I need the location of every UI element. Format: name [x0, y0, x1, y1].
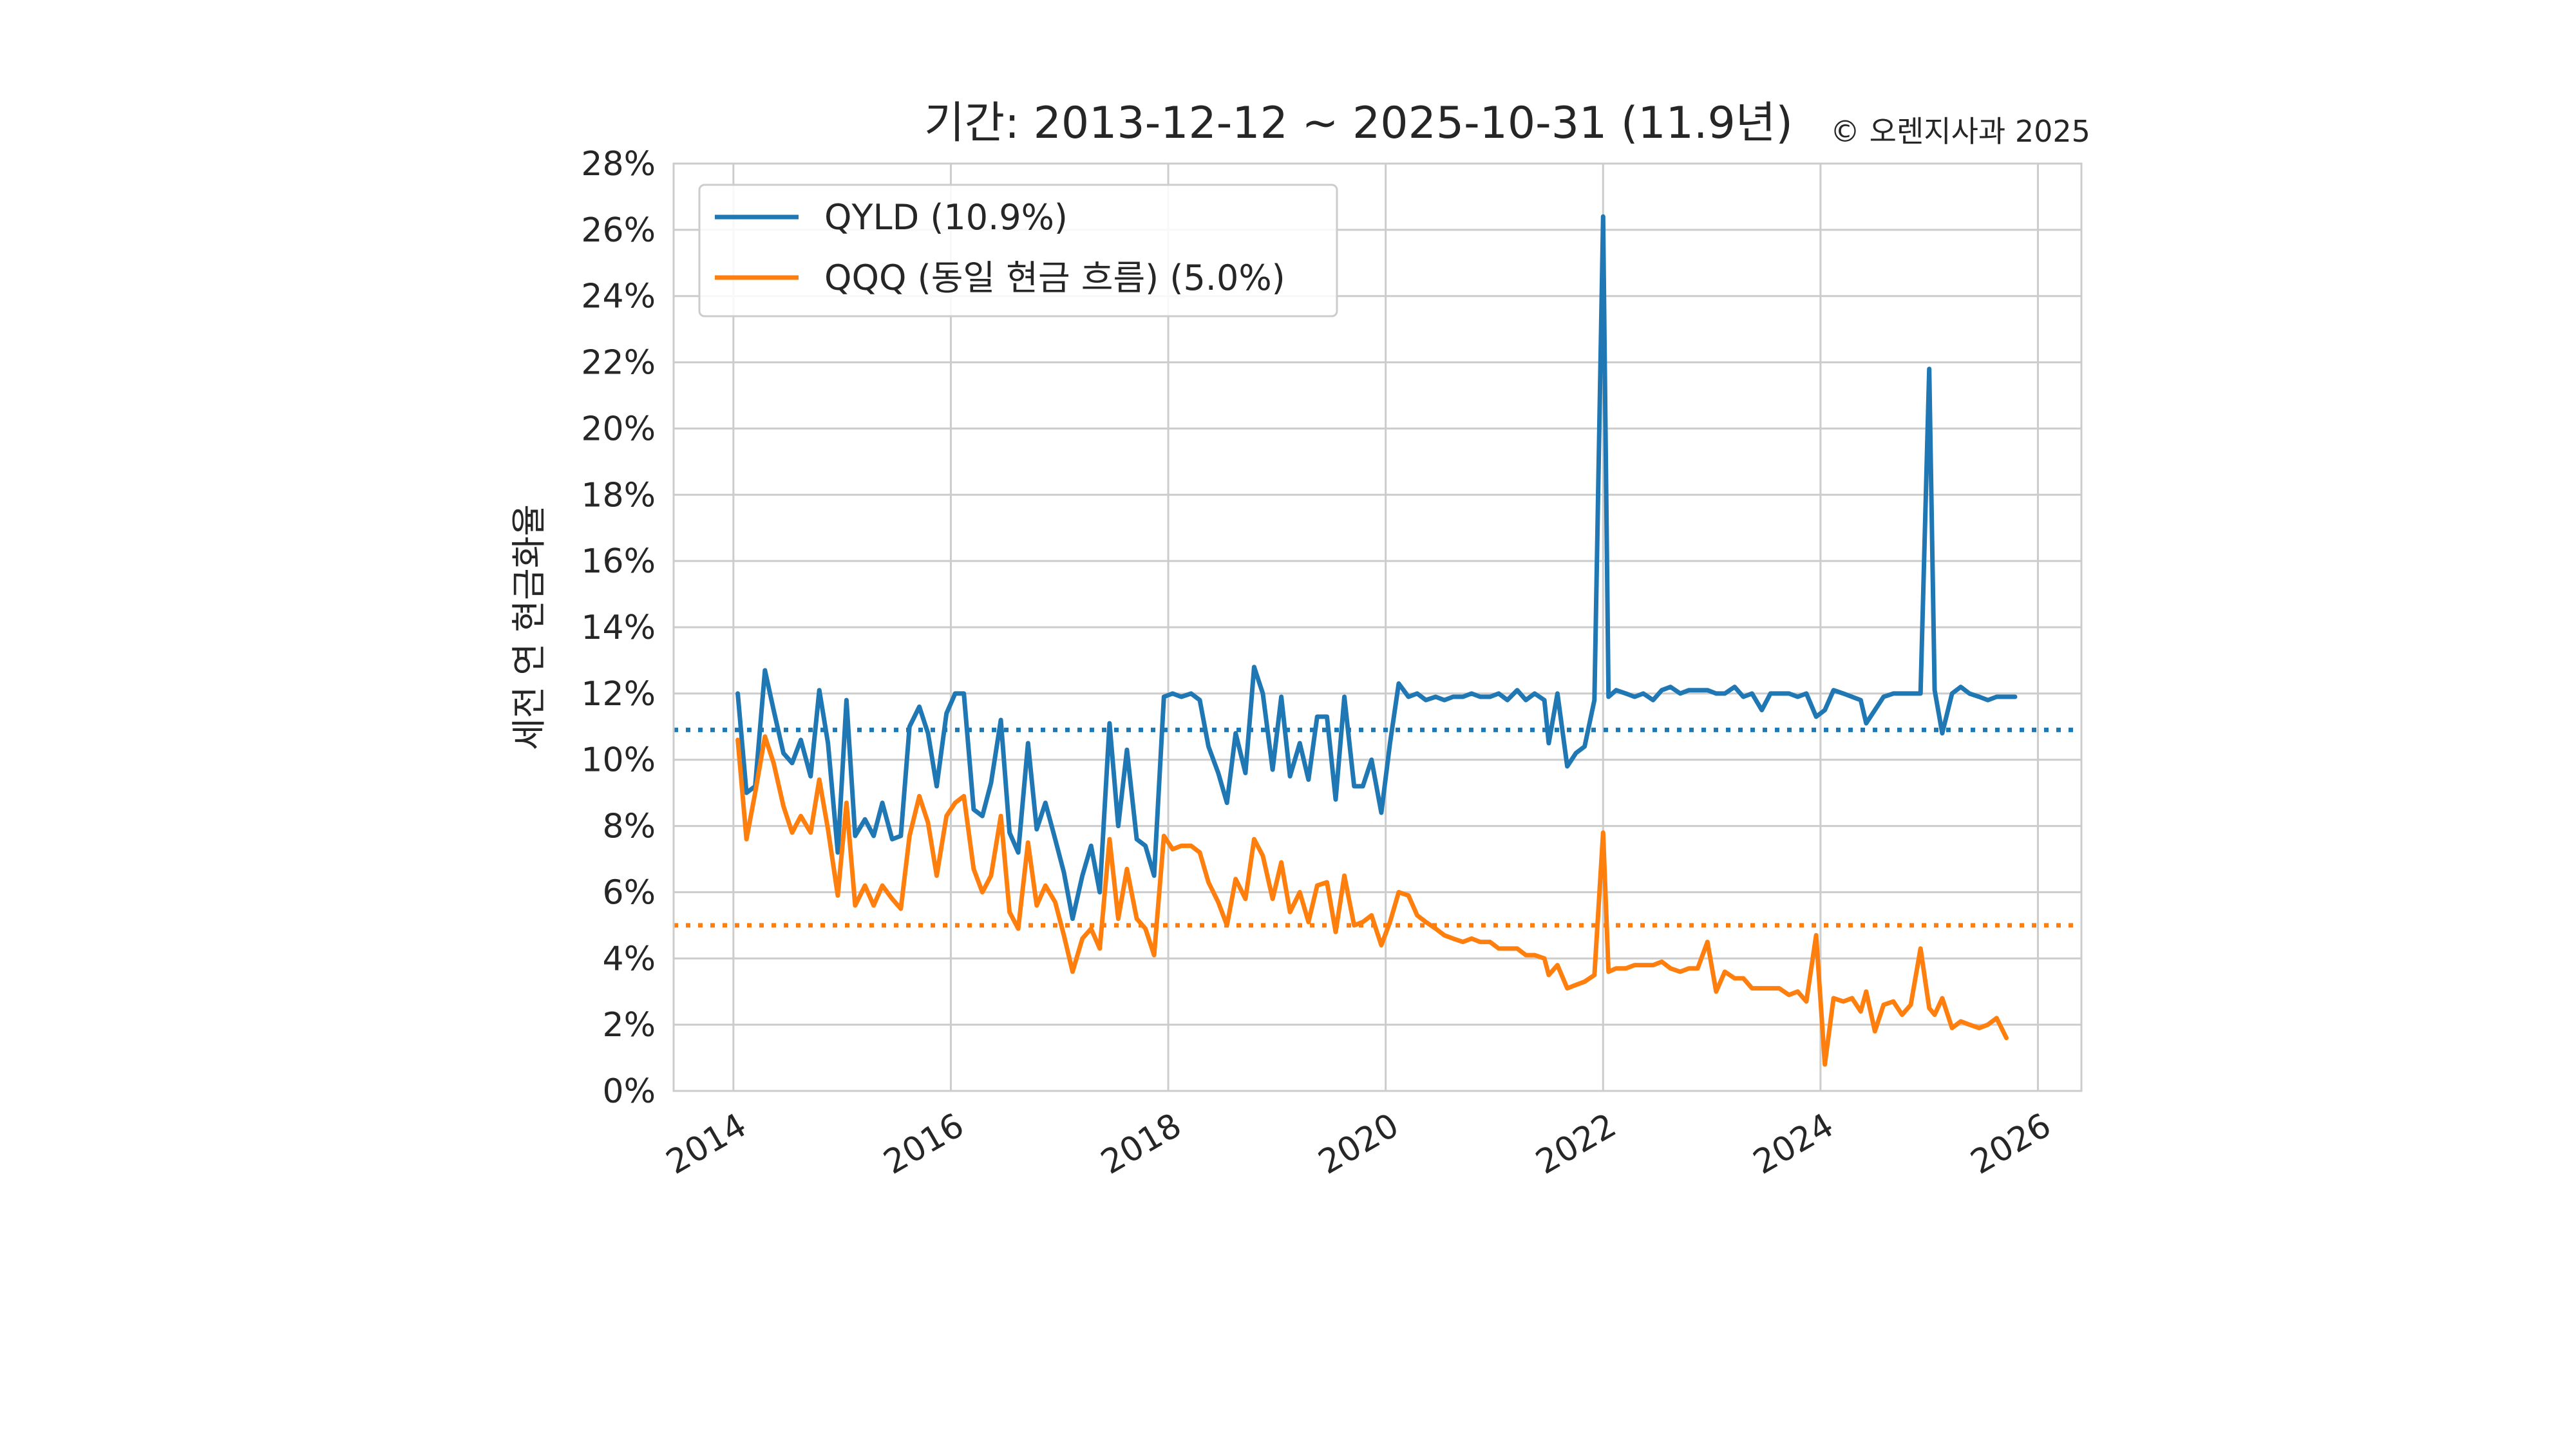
plot-frame — [672, 162, 2083, 1092]
y-tick-label: 16% — [581, 542, 656, 581]
y-tick-label: 20% — [581, 410, 656, 448]
copyright-text: © 오렌지사과 2025 — [1830, 114, 2090, 149]
legend-label-qqq: QQQ (동일 현금 흐름) (5.0%) — [824, 258, 1285, 298]
y-tick-labels: 0% 2% 4% 6% 8% 10% 12% 14% 16% 18% 20% 22% 24% 26% 28% — [581, 145, 656, 1111]
x-tick-label: 2022 — [1530, 1106, 1623, 1182]
legend-label-qyld: QYLD (10.9%) — [824, 197, 1068, 238]
y-tick-label: 28% — [581, 145, 656, 184]
y-tick-label: 22% — [581, 344, 656, 383]
x-tick-labels: 2014 2016 2018 2020 2022 2024 2026 — [660, 1106, 2058, 1182]
x-tick-label: 2020 — [1312, 1106, 1406, 1182]
x-tick-label: 2024 — [1747, 1106, 1841, 1182]
y-tick-label: 6% — [603, 873, 656, 912]
x-tick-label: 2018 — [1095, 1106, 1188, 1182]
series-line-1 — [735, 734, 2009, 1067]
legend-box — [698, 184, 1338, 317]
chart-title: 기간: 2013-12-12 ~ 2025-10-31 (11.9년) — [924, 98, 1793, 149]
y-axis-label: 세전 연 현금화율 — [509, 504, 549, 750]
y-tick-label: 14% — [581, 609, 656, 647]
y-tick-label: 26% — [581, 211, 656, 250]
x-tick-label: 2014 — [660, 1106, 753, 1182]
x-tick-label: 2026 — [1964, 1106, 2058, 1182]
y-tick-label: 8% — [603, 808, 656, 846]
y-tick-label: 12% — [581, 675, 656, 714]
series-line-0 — [735, 214, 2018, 922]
y-tick-label: 2% — [603, 1006, 656, 1045]
y-tick-label: 4% — [603, 940, 656, 978]
y-tick-label: 10% — [581, 741, 656, 780]
series-lines — [735, 214, 2018, 1067]
legend: QYLD (10.9%) QQQ (동일 현금 흐름) (5.0%) — [698, 184, 1338, 317]
x-tick-label: 2016 — [877, 1106, 971, 1182]
y-tick-label: 0% — [603, 1072, 656, 1111]
y-tick-label: 24% — [581, 278, 656, 316]
y-tick-label: 18% — [581, 476, 656, 515]
